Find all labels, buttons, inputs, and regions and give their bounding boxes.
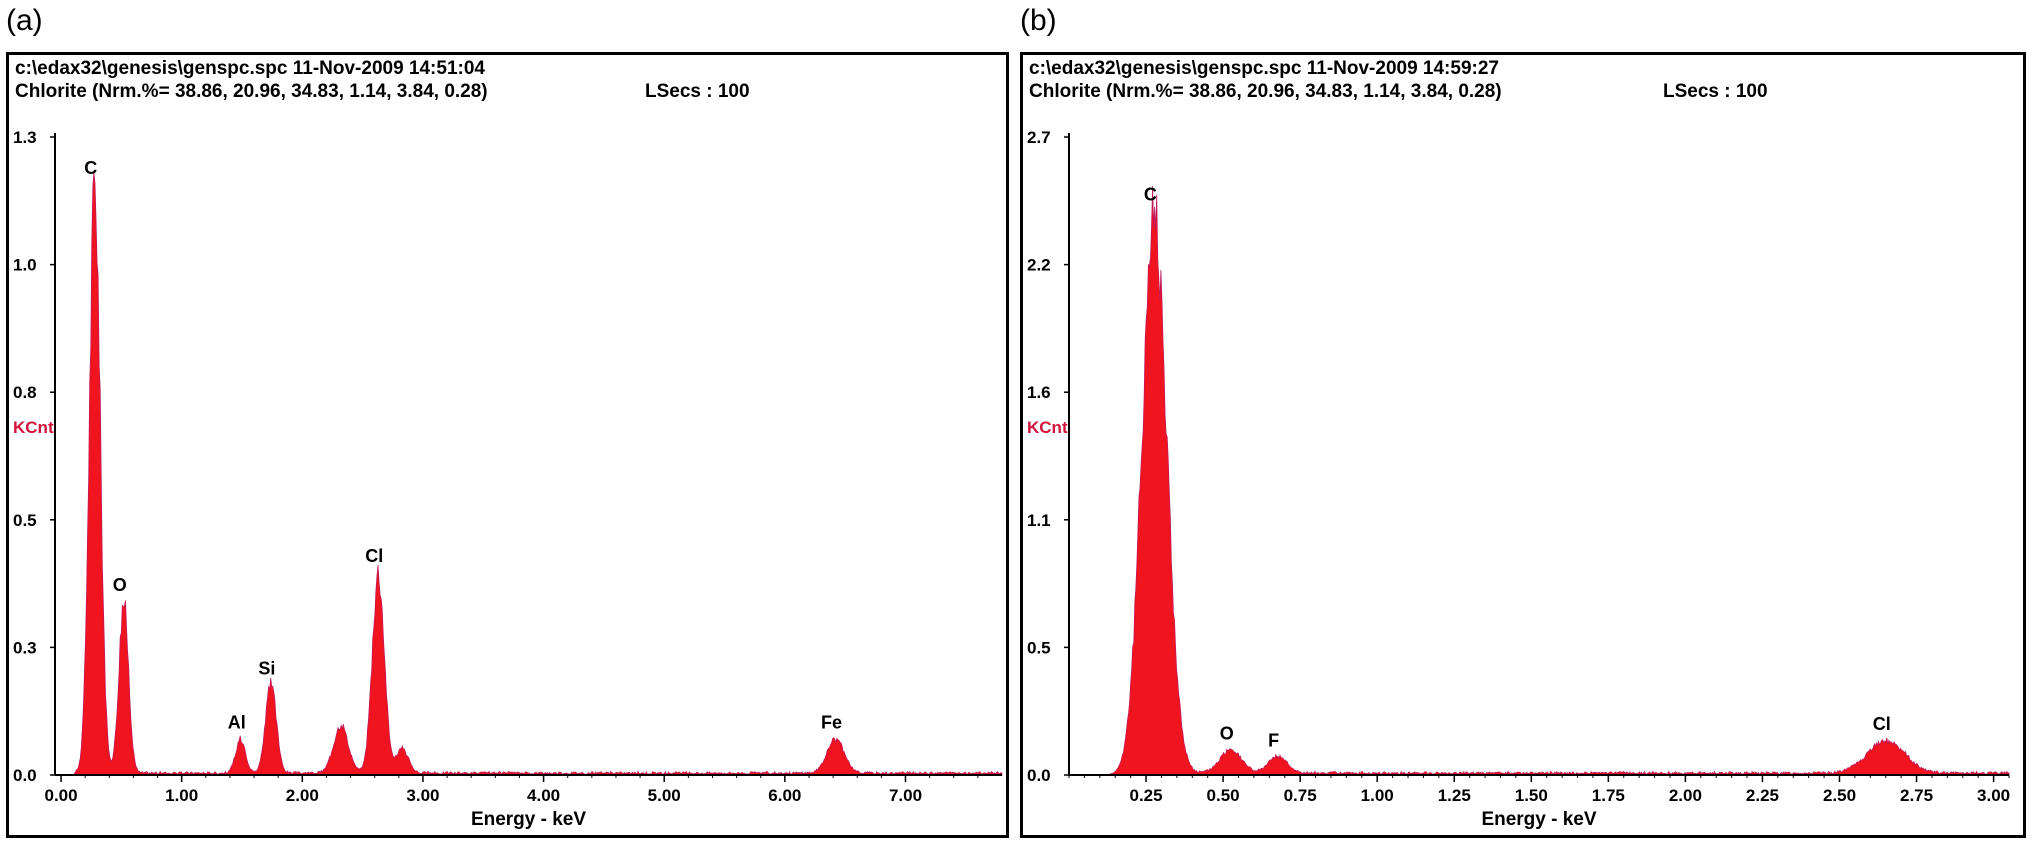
peak-label: Si — [258, 659, 275, 679]
y-tick-label: 0.8 — [13, 383, 37, 402]
spectrum-area — [1069, 186, 2010, 776]
x-tick-label: 4.00 — [527, 786, 560, 805]
y-tick-label: 0.0 — [1027, 766, 1051, 785]
panel-b-file-path: c:\edax32\genesis\genspc.spc 11-Nov-2009… — [1029, 58, 1499, 79]
x-tick-label: 6.00 — [768, 786, 801, 805]
y-tick-label: 1.1 — [1027, 511, 1051, 530]
panel-b-letter: (b) — [1020, 4, 1057, 37]
peak-label: O — [113, 575, 127, 595]
y-tick-label: 1.0 — [13, 256, 37, 275]
x-tick-label: 0.25 — [1130, 786, 1163, 805]
spectrum-panel-b: c:\edax32\genesis\genspc.spc 11-Nov-2009… — [1020, 52, 2026, 838]
x-tick-label: 2.00 — [286, 786, 319, 805]
y-tick-label: 2.7 — [1027, 128, 1051, 147]
peak-label: F — [1268, 730, 1279, 750]
y-tick-label: 0.5 — [13, 511, 37, 530]
x-tick-label: 2.75 — [1900, 786, 1933, 805]
y-tick-label: 0.5 — [1027, 638, 1051, 657]
x-tick-label: 1.00 — [1361, 786, 1394, 805]
panel-a-lsecs: LSecs : 100 — [645, 81, 750, 102]
panel-b-lsecs: LSecs : 100 — [1663, 81, 1768, 102]
y-tick-label: 0.3 — [13, 638, 37, 657]
panel-a-subtitle: Chlorite (Nrm.%= 38.86, 20.96, 34.83, 1.… — [15, 81, 488, 102]
x-tick-label: 0.75 — [1284, 786, 1317, 805]
x-tick-label: 5.00 — [648, 786, 681, 805]
x-tick-label: 3.00 — [406, 786, 439, 805]
spectrum-chart-a: 0.0 0.3 0.5 0.8 1.0 1.3 0.00 1.00 2.00 3.00 4.00 5.… — [13, 128, 1003, 830]
peak-label: Cl — [1873, 714, 1891, 734]
x-tick-label: 3.00 — [1977, 786, 2010, 805]
x-tick-label: 1.75 — [1592, 786, 1625, 805]
x-tick-label: 1.25 — [1438, 786, 1471, 805]
spectrum-chart-b: 0.0 0.5 1.1 1.6 2.2 2.7 0.25 0.50 0.75 1.00 1.25 1.… — [1027, 128, 2010, 830]
peak-label: Al — [228, 713, 246, 733]
peak-label: C — [84, 158, 97, 178]
y-tick-label: 1.3 — [13, 128, 37, 147]
peak-label: C — [1144, 185, 1157, 205]
peak-label: Cl — [365, 546, 383, 566]
peak-label: O — [1220, 723, 1234, 743]
x-tick-label: 0.00 — [44, 786, 77, 805]
panel-a-file-path: c:\edax32\genesis\genspc.spc 11-Nov-2009… — [15, 58, 485, 79]
peak-label: Fe — [821, 713, 842, 733]
panel-b-subtitle: Chlorite (Nrm.%= 38.86, 20.96, 34.83, 1.… — [1029, 81, 1502, 102]
spectrum-panel-a: c:\edax32\genesis\genspc.spc 11-Nov-2009… — [6, 52, 1009, 838]
x-axis-label: Energy - keV — [471, 809, 586, 830]
x-tick-label: 2.25 — [1746, 786, 1779, 805]
x-tick-label: 0.50 — [1207, 786, 1240, 805]
x-axis-label: Energy - keV — [1481, 809, 1596, 830]
x-tick-label: 1.50 — [1515, 786, 1548, 805]
panel-a-letter: (a) — [6, 4, 43, 37]
x-tick-label: 2.50 — [1823, 786, 1856, 805]
y-tick-label: 0.0 — [13, 766, 37, 785]
spectrum-area — [55, 172, 1003, 776]
y-axis-label: KCnt — [1027, 418, 1068, 437]
x-tick-label: 2.00 — [1669, 786, 1702, 805]
y-tick-label: 1.6 — [1027, 383, 1051, 402]
x-tick-label: 7.00 — [889, 786, 922, 805]
y-tick-label: 2.2 — [1027, 256, 1051, 275]
x-tick-label: 1.00 — [165, 786, 198, 805]
y-axis-label: KCnt — [13, 418, 54, 437]
